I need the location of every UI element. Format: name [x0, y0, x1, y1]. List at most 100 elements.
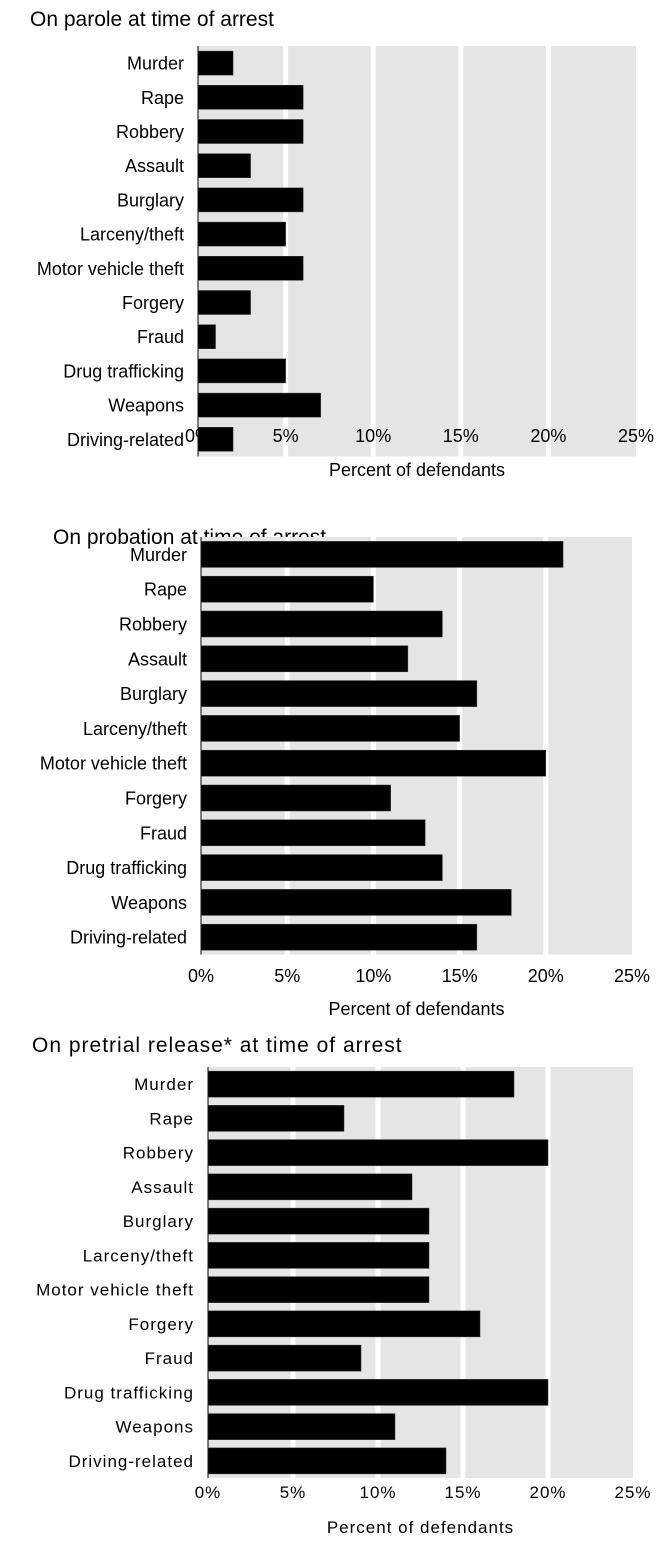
- category-label: Larceny/theft: [83, 1246, 194, 1265]
- x-tick-label: 5%: [273, 426, 299, 446]
- category-label: Motor vehicle theft: [36, 1281, 194, 1300]
- category-label: Driving-related: [68, 1452, 194, 1471]
- bar: [207, 1344, 362, 1372]
- plot-background: [201, 537, 632, 955]
- parole-chart: Murder Rape Robbery Assault Burglary Larceny/…: [37, 46, 654, 480]
- category-label: Murder: [127, 54, 184, 74]
- bar: [197, 427, 234, 452]
- category-label: Drug trafficking: [64, 1383, 194, 1402]
- probation-chart: Murder Rape Robbery Assault Burglary Larceny/…: [40, 537, 650, 1019]
- pretrial-release-chart-panel: On pretrial release* at time of arrest M…: [0, 1030, 663, 1560]
- x-tick-label: 0%: [185, 426, 211, 446]
- x-axis-label: Percent of defendants: [327, 1518, 514, 1537]
- plot-background: [208, 1067, 633, 1478]
- bar: [200, 645, 409, 673]
- bar: [207, 1070, 515, 1098]
- category-label: Murder: [134, 1075, 194, 1094]
- category-label: Weapons: [111, 893, 187, 913]
- category-label: Burglary: [120, 684, 187, 704]
- bar: [197, 221, 286, 247]
- category-label: Assault: [128, 649, 187, 669]
- bar: [207, 1447, 447, 1475]
- category-label: Motor vehicle theft: [40, 754, 187, 774]
- category-label: Forgery: [122, 293, 184, 313]
- probation-chart-panel: On probation at time of arrest Murder Rap…: [0, 520, 663, 1020]
- x-tick-label: 25%: [618, 426, 654, 446]
- category-label: Burglary: [117, 190, 184, 210]
- category-label: Fraud: [145, 1349, 194, 1368]
- bar: [200, 541, 564, 568]
- bar: [200, 784, 391, 812]
- category-label: Weapons: [108, 396, 184, 416]
- bar: [197, 85, 304, 110]
- category-label: Robbery: [123, 1144, 194, 1163]
- category-label: Fraud: [137, 327, 184, 347]
- x-tick-label: 10%: [359, 1483, 396, 1502]
- category-label: Driving-related: [67, 430, 184, 450]
- bar: [207, 1173, 413, 1201]
- plot-background: [198, 46, 636, 457]
- bar: [197, 153, 251, 178]
- category-label: Weapons: [115, 1418, 194, 1437]
- bar: [207, 1207, 430, 1235]
- bar: [200, 610, 443, 638]
- bar: [207, 1139, 549, 1166]
- x-tick-label: 20%: [530, 426, 566, 446]
- x-tick-label: 0%: [188, 966, 214, 986]
- x-tick-label: 0%: [195, 1483, 222, 1502]
- bar: [197, 290, 251, 315]
- bar: [197, 392, 321, 418]
- category-label: Fraud: [140, 823, 187, 843]
- category-label: Rape: [149, 1109, 194, 1128]
- category-label: Robbery: [116, 122, 184, 142]
- bar: [197, 50, 234, 76]
- category-label: Drug trafficking: [66, 858, 187, 878]
- category-label: Larceny/theft: [83, 719, 187, 739]
- category-label: Murder: [130, 545, 187, 565]
- bar: [197, 187, 304, 213]
- bar: [200, 819, 426, 847]
- x-tick-label: 15%: [443, 426, 479, 446]
- x-axis-label: Percent of defendants: [328, 999, 504, 1019]
- category-label: Robbery: [119, 614, 187, 634]
- bar: [197, 358, 286, 384]
- category-label: Burglary: [123, 1212, 194, 1231]
- bar: [200, 749, 547, 777]
- x-axis-label: Percent of defendants: [329, 460, 505, 480]
- bar: [200, 923, 478, 951]
- bar: [200, 575, 374, 603]
- chart-title: On parole at time of arrest: [30, 8, 274, 31]
- bar: [207, 1413, 396, 1440]
- category-label: Forgery: [128, 1315, 194, 1334]
- x-tick-label: 25%: [614, 1483, 651, 1502]
- bar: [200, 854, 443, 881]
- category-label: Assault: [125, 156, 184, 176]
- x-tick-label: 20%: [528, 966, 564, 986]
- category-label: Rape: [144, 580, 187, 600]
- bar: [200, 889, 512, 916]
- bar: [207, 1379, 549, 1406]
- category-label: Driving-related: [70, 928, 187, 948]
- bar: [200, 715, 460, 742]
- pretrial-release-chart: Murder Rape Robbery Assault Burglary Larceny/…: [36, 1067, 651, 1537]
- x-tick-label: 15%: [444, 1483, 481, 1502]
- chart-title: On pretrial release* at time of arrest: [32, 1034, 403, 1057]
- category-label: Assault: [131, 1178, 194, 1197]
- x-tick-label: 10%: [355, 426, 391, 446]
- category-label: Forgery: [125, 788, 187, 808]
- x-tick-label: 15%: [442, 966, 478, 986]
- bar: [207, 1276, 430, 1303]
- category-label: Drug trafficking: [63, 361, 184, 381]
- bar: [207, 1105, 345, 1132]
- bar: [207, 1242, 430, 1269]
- parole-chart-panel: On parole at time of arrest Murder Rape Ro…: [0, 0, 663, 500]
- x-tick-label: 10%: [355, 966, 391, 986]
- category-label: Motor vehicle theft: [37, 259, 184, 279]
- x-tick-label: 5%: [280, 1483, 307, 1502]
- category-label: Larceny/theft: [80, 225, 184, 245]
- x-tick-label: 20%: [529, 1483, 566, 1502]
- category-label: Rape: [141, 88, 184, 108]
- bar: [197, 324, 216, 349]
- bar: [207, 1310, 481, 1338]
- x-tick-label: 25%: [614, 966, 650, 986]
